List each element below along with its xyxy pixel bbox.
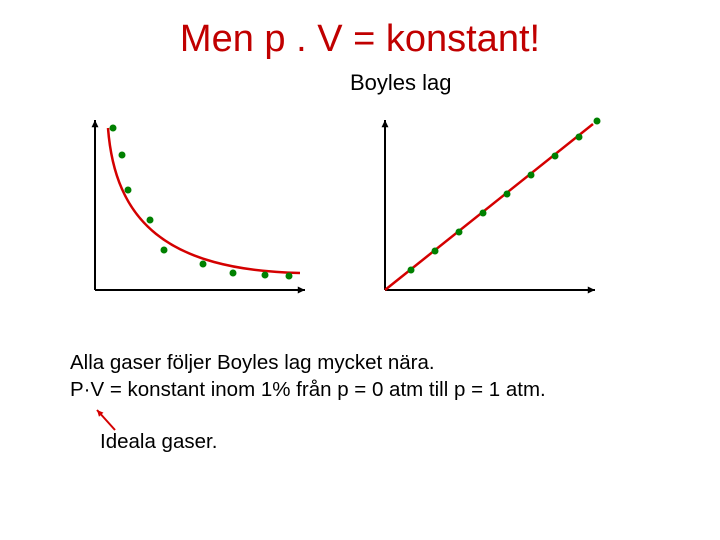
charts-area xyxy=(75,110,645,320)
body-line-2: P·V = konstant inom 1% från p = 0 atm ti… xyxy=(70,377,546,404)
body-text: Alla gaser följer Boyles lag mycket nära… xyxy=(70,350,546,403)
footer-text: Ideala gaser. xyxy=(100,430,217,454)
charts-svg xyxy=(75,110,645,320)
subtitle: Boyles lag xyxy=(350,70,452,96)
page-title: Men p . V = konstant! xyxy=(0,18,720,61)
body-line-1: Alla gaser följer Boyles lag mycket nära… xyxy=(70,350,546,377)
